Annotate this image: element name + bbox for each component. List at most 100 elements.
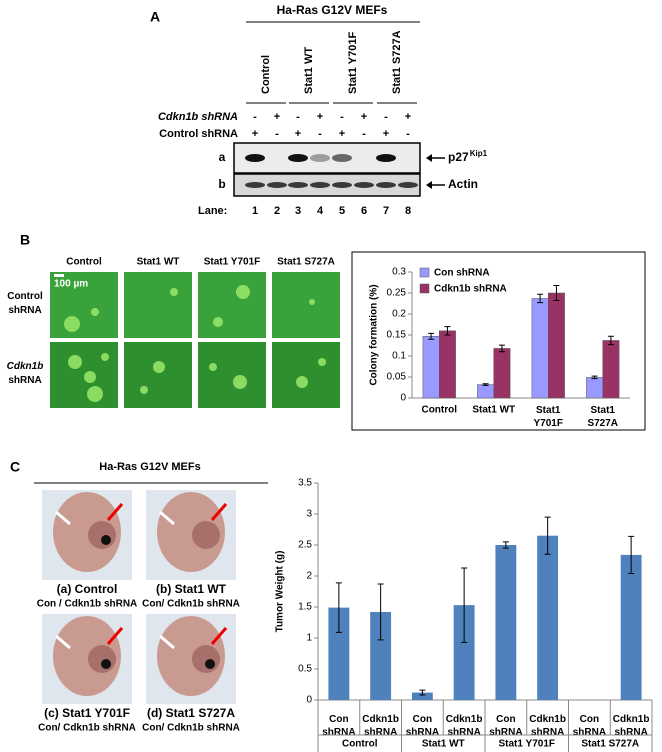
bar	[495, 545, 517, 700]
bar	[411, 692, 433, 700]
error-bar	[607, 335, 614, 346]
row-label: Control shRNA	[159, 128, 238, 140]
band	[245, 154, 265, 162]
legend-label: Con shRNA	[434, 268, 490, 279]
band	[376, 182, 396, 188]
bar	[328, 607, 350, 700]
photo-sub: Con/ Cdkn1b shRNA	[142, 599, 240, 610]
x-tick-label: Cdkn1b shRNA	[613, 714, 650, 738]
row-label: Cdkn1b shRNA	[158, 111, 238, 123]
bar	[537, 535, 559, 700]
sign: +	[361, 111, 367, 123]
sign: -	[384, 111, 388, 123]
lane-number: 4	[317, 205, 324, 217]
panel-title: Ha-Ras G12V MEFs	[99, 461, 200, 473]
colony	[318, 358, 326, 366]
error-bar	[444, 326, 451, 336]
sign: +	[339, 128, 345, 140]
column-header: Stat1 S727A	[391, 30, 403, 94]
tumor-core	[205, 659, 215, 669]
y-tick-label: 0	[306, 695, 312, 706]
sign: -	[362, 128, 366, 140]
bar	[422, 336, 440, 399]
sign: +	[274, 111, 280, 123]
band	[332, 182, 352, 188]
y-tick-label: 0.1	[392, 351, 406, 362]
y-tick-label: 3	[306, 509, 312, 520]
scale-bar	[54, 274, 64, 277]
column-label: Stat1 S727A	[277, 257, 335, 268]
colony	[91, 308, 99, 316]
micrograph	[124, 272, 192, 338]
micrograph	[124, 342, 192, 408]
error-bar	[591, 375, 598, 380]
lane-number: 7	[383, 205, 389, 217]
band	[398, 182, 418, 188]
error-bar	[377, 583, 384, 641]
legend-swatch	[419, 283, 430, 294]
bar	[439, 330, 456, 399]
band	[376, 154, 396, 162]
group-label: Stat1 WT	[422, 739, 465, 750]
error-bar	[553, 284, 560, 302]
scale-label: 100 µm	[54, 279, 88, 290]
bar	[620, 554, 642, 700]
y-tick-label: 0.25	[387, 288, 407, 299]
group-label: Stat1 Y701F	[498, 739, 555, 750]
colony	[140, 386, 148, 394]
band	[267, 182, 287, 188]
y-tick-label: 2.5	[298, 540, 312, 551]
y-tick-label: 0.5	[298, 664, 312, 675]
tumor-core	[101, 535, 111, 545]
error-bar	[498, 344, 505, 353]
group-label: Stat1 S727A	[581, 739, 639, 750]
sign: +	[405, 111, 411, 123]
error-bar	[628, 535, 635, 575]
band	[332, 154, 352, 162]
red-arrow	[106, 627, 124, 645]
row-label: Cdkn1b shRNA	[7, 361, 44, 386]
colony	[153, 361, 165, 373]
x-tick-label: Cdkn1b shRNA	[529, 714, 566, 738]
tumor	[192, 521, 220, 549]
lane-label: Lane:	[198, 205, 227, 217]
x-tick-label: Cdkn1b shRNA	[446, 714, 483, 738]
tumor	[88, 521, 116, 549]
chart-frame	[351, 251, 646, 431]
sign: +	[317, 111, 323, 123]
lane-number: 8	[405, 205, 411, 217]
y-tick-label: 0	[400, 393, 406, 404]
sign: -	[406, 128, 410, 140]
sign: -	[275, 128, 279, 140]
x-tick-label: Stat1 Y701F	[534, 405, 563, 429]
red-arrow	[210, 503, 228, 521]
arrow-head	[426, 181, 432, 189]
error-bar	[502, 541, 509, 549]
x-tick-label: Stat1 S727A	[587, 405, 618, 429]
colony	[84, 371, 96, 383]
micrograph	[198, 272, 266, 338]
micrograph	[198, 342, 266, 408]
lane-number: 6	[361, 205, 367, 217]
white-arrow	[55, 510, 71, 526]
bar	[586, 377, 604, 399]
sign: -	[318, 128, 322, 140]
colony	[170, 288, 178, 296]
photo-sub: Con/ Cdkn1b shRNA	[142, 723, 240, 734]
bar	[548, 292, 565, 399]
colony	[87, 386, 103, 402]
sign: +	[295, 128, 301, 140]
error-bar	[537, 293, 544, 304]
y-axis-label: Tumor Weight (g)	[275, 551, 286, 633]
tumor-core	[101, 659, 111, 669]
panel-label: A	[150, 9, 160, 25]
y-axis-label: Colony formation (%)	[369, 284, 380, 385]
y-tick-label: 3.5	[298, 478, 312, 489]
lane-number: 2	[274, 205, 280, 217]
colony	[101, 353, 109, 361]
colony	[209, 363, 217, 371]
panel-label: C	[10, 459, 20, 475]
tumor	[88, 645, 116, 673]
band	[354, 182, 374, 188]
band	[288, 182, 308, 188]
